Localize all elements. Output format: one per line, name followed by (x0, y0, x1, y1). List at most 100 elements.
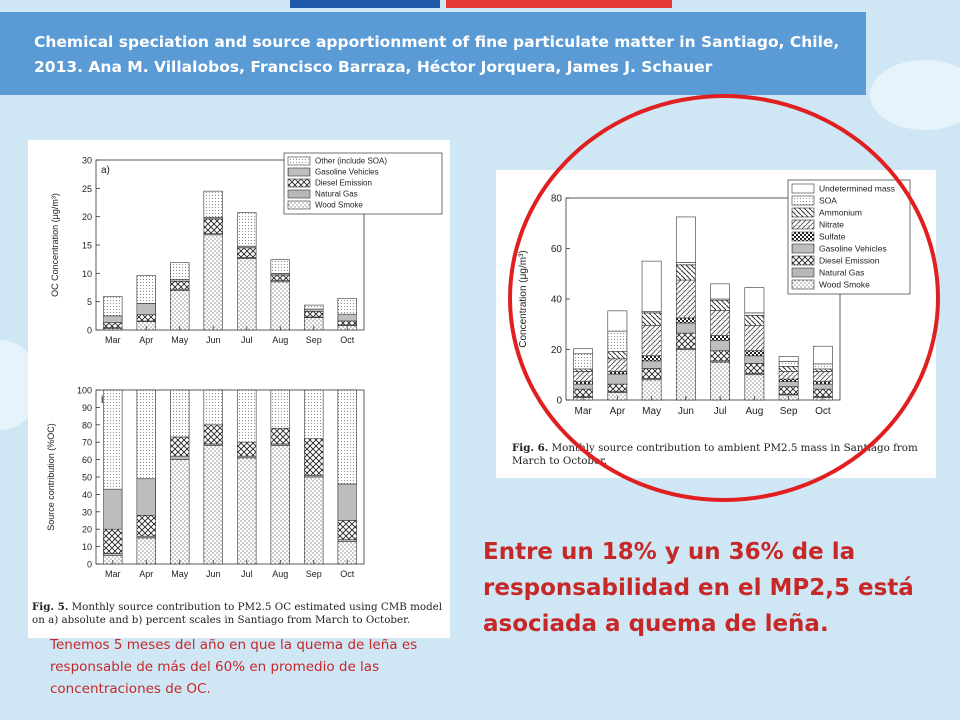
figure-5-caption-label: Fig. 5. (32, 601, 69, 613)
y-tick-label: 0 (87, 326, 92, 336)
y-tick-label: 50 (82, 473, 92, 483)
bar-segment (337, 320, 357, 326)
bar-segment (136, 314, 156, 322)
x-tick-label: Oct (340, 569, 355, 579)
bar-segment (237, 258, 257, 331)
y-tick-label: 90 (82, 403, 92, 413)
title-banner (0, 12, 866, 95)
bar-segment (237, 389, 257, 443)
legend-swatch (287, 167, 311, 177)
bar-segment (270, 427, 290, 445)
x-tick-label: Mar (105, 335, 121, 345)
slide-title: Chemical speciation and source apportion… (34, 33, 840, 76)
bar-segment (237, 247, 257, 258)
y-tick-label: 25 (82, 184, 92, 194)
y-tick-label: 100 (77, 386, 92, 396)
bar-segment (203, 234, 223, 331)
x-tick-label: Jun (206, 335, 221, 345)
legend-swatch (287, 178, 311, 188)
bar-segment (170, 459, 190, 565)
bar-segment (237, 457, 257, 565)
bar-segment (203, 389, 223, 426)
top-accent-red (446, 0, 672, 8)
y-tick-label: 20 (82, 525, 92, 535)
bar-segment (337, 297, 357, 315)
legend-label: Diesel Emission (315, 179, 372, 188)
bar-segment (136, 389, 156, 480)
bar-segment (304, 304, 324, 310)
x-tick-label: Jul (241, 569, 253, 579)
legend-swatch (287, 200, 311, 210)
x-tick-label: Sep (306, 569, 322, 579)
x-tick-label: Apr (139, 335, 153, 345)
highlight-circle (508, 94, 940, 502)
bar-segment (103, 389, 123, 490)
x-tick-label: Jun (206, 569, 221, 579)
bar-segment (136, 303, 156, 316)
legend-label: Natural Gas (315, 190, 358, 199)
bar-segment (136, 275, 156, 304)
bar-segment (170, 290, 190, 331)
bar-segment (203, 218, 223, 234)
x-tick-label: Mar (105, 569, 121, 579)
x-tick-label: Jul (241, 335, 253, 345)
bar-segment (337, 520, 357, 540)
y-tick-label: 10 (82, 269, 92, 279)
bar-segment (103, 488, 123, 530)
bar-segment (270, 389, 290, 429)
legend-label: Gasoline Vehicles (315, 168, 379, 177)
bar-segment (103, 315, 123, 323)
y-tick-label: 20 (82, 212, 92, 222)
bar-segment (270, 259, 290, 274)
bar-segment (103, 528, 123, 554)
x-tick-label: Sep (306, 335, 322, 345)
y-tick-label: 30 (82, 507, 92, 517)
background-cloud (870, 60, 960, 130)
bar-segment (203, 445, 223, 565)
bar-segment (304, 308, 324, 312)
y-tick-label: 15 (82, 241, 92, 251)
legend-label: Other (include SOA) (315, 157, 387, 166)
y-tick-label: 30 (82, 156, 92, 166)
legend-box (283, 152, 443, 215)
x-tick-label: Oct (340, 335, 355, 345)
note-woodsmoke-oc: Tenemos 5 meses del año en que la quema … (50, 637, 418, 697)
legend-label: Wood Smoke (315, 201, 363, 210)
bar-segment (136, 478, 156, 516)
bar-segment (237, 212, 257, 247)
y-tick-label: 40 (82, 490, 92, 500)
y-axis-label: OC Concentration (μg/m³) (50, 193, 60, 297)
plot-frame (95, 389, 365, 565)
bar-segment (136, 514, 156, 537)
bar-segment (337, 313, 357, 322)
bar-segment (170, 262, 190, 280)
bar-segment (170, 280, 190, 290)
figure-5-caption: Fig. 5. Monthly source contribution to P… (32, 601, 446, 627)
bar-segment (170, 455, 190, 460)
bar-segment (103, 296, 123, 317)
bar-segment (304, 476, 324, 565)
y-tick-label: 0 (87, 560, 92, 570)
bar-segment (337, 483, 357, 521)
figure-5-chart: 0 5 10 15 20 25 30 OC Concentration (μg/m³) a) Ma… (46, 152, 443, 579)
top-accent-blue (290, 0, 440, 8)
bar-segment (170, 436, 190, 457)
bar-segment (270, 274, 290, 282)
figure-6-caption-label: Fig. 6. (512, 442, 549, 454)
bar-segment (203, 190, 223, 218)
y-tick-label: 60 (82, 455, 92, 465)
bar-segment (237, 441, 257, 457)
bar-segment (304, 438, 324, 476)
figure-5: 0 5 10 15 20 25 30 OC Concentration (μg/m³) a) Ma… (28, 140, 450, 638)
y-tick-label: 70 (82, 438, 92, 448)
bar-segment (170, 389, 190, 438)
bar-segment (203, 424, 223, 445)
x-tick-label: Aug (272, 569, 288, 579)
bar-segment (304, 311, 324, 318)
y-tick-label: 5 (87, 297, 92, 307)
bar-segment (270, 445, 290, 565)
bar-segment (304, 389, 324, 440)
y-tick-label: 10 (82, 542, 92, 552)
x-tick-label: May (171, 569, 189, 579)
panel-label: a) (101, 165, 110, 176)
